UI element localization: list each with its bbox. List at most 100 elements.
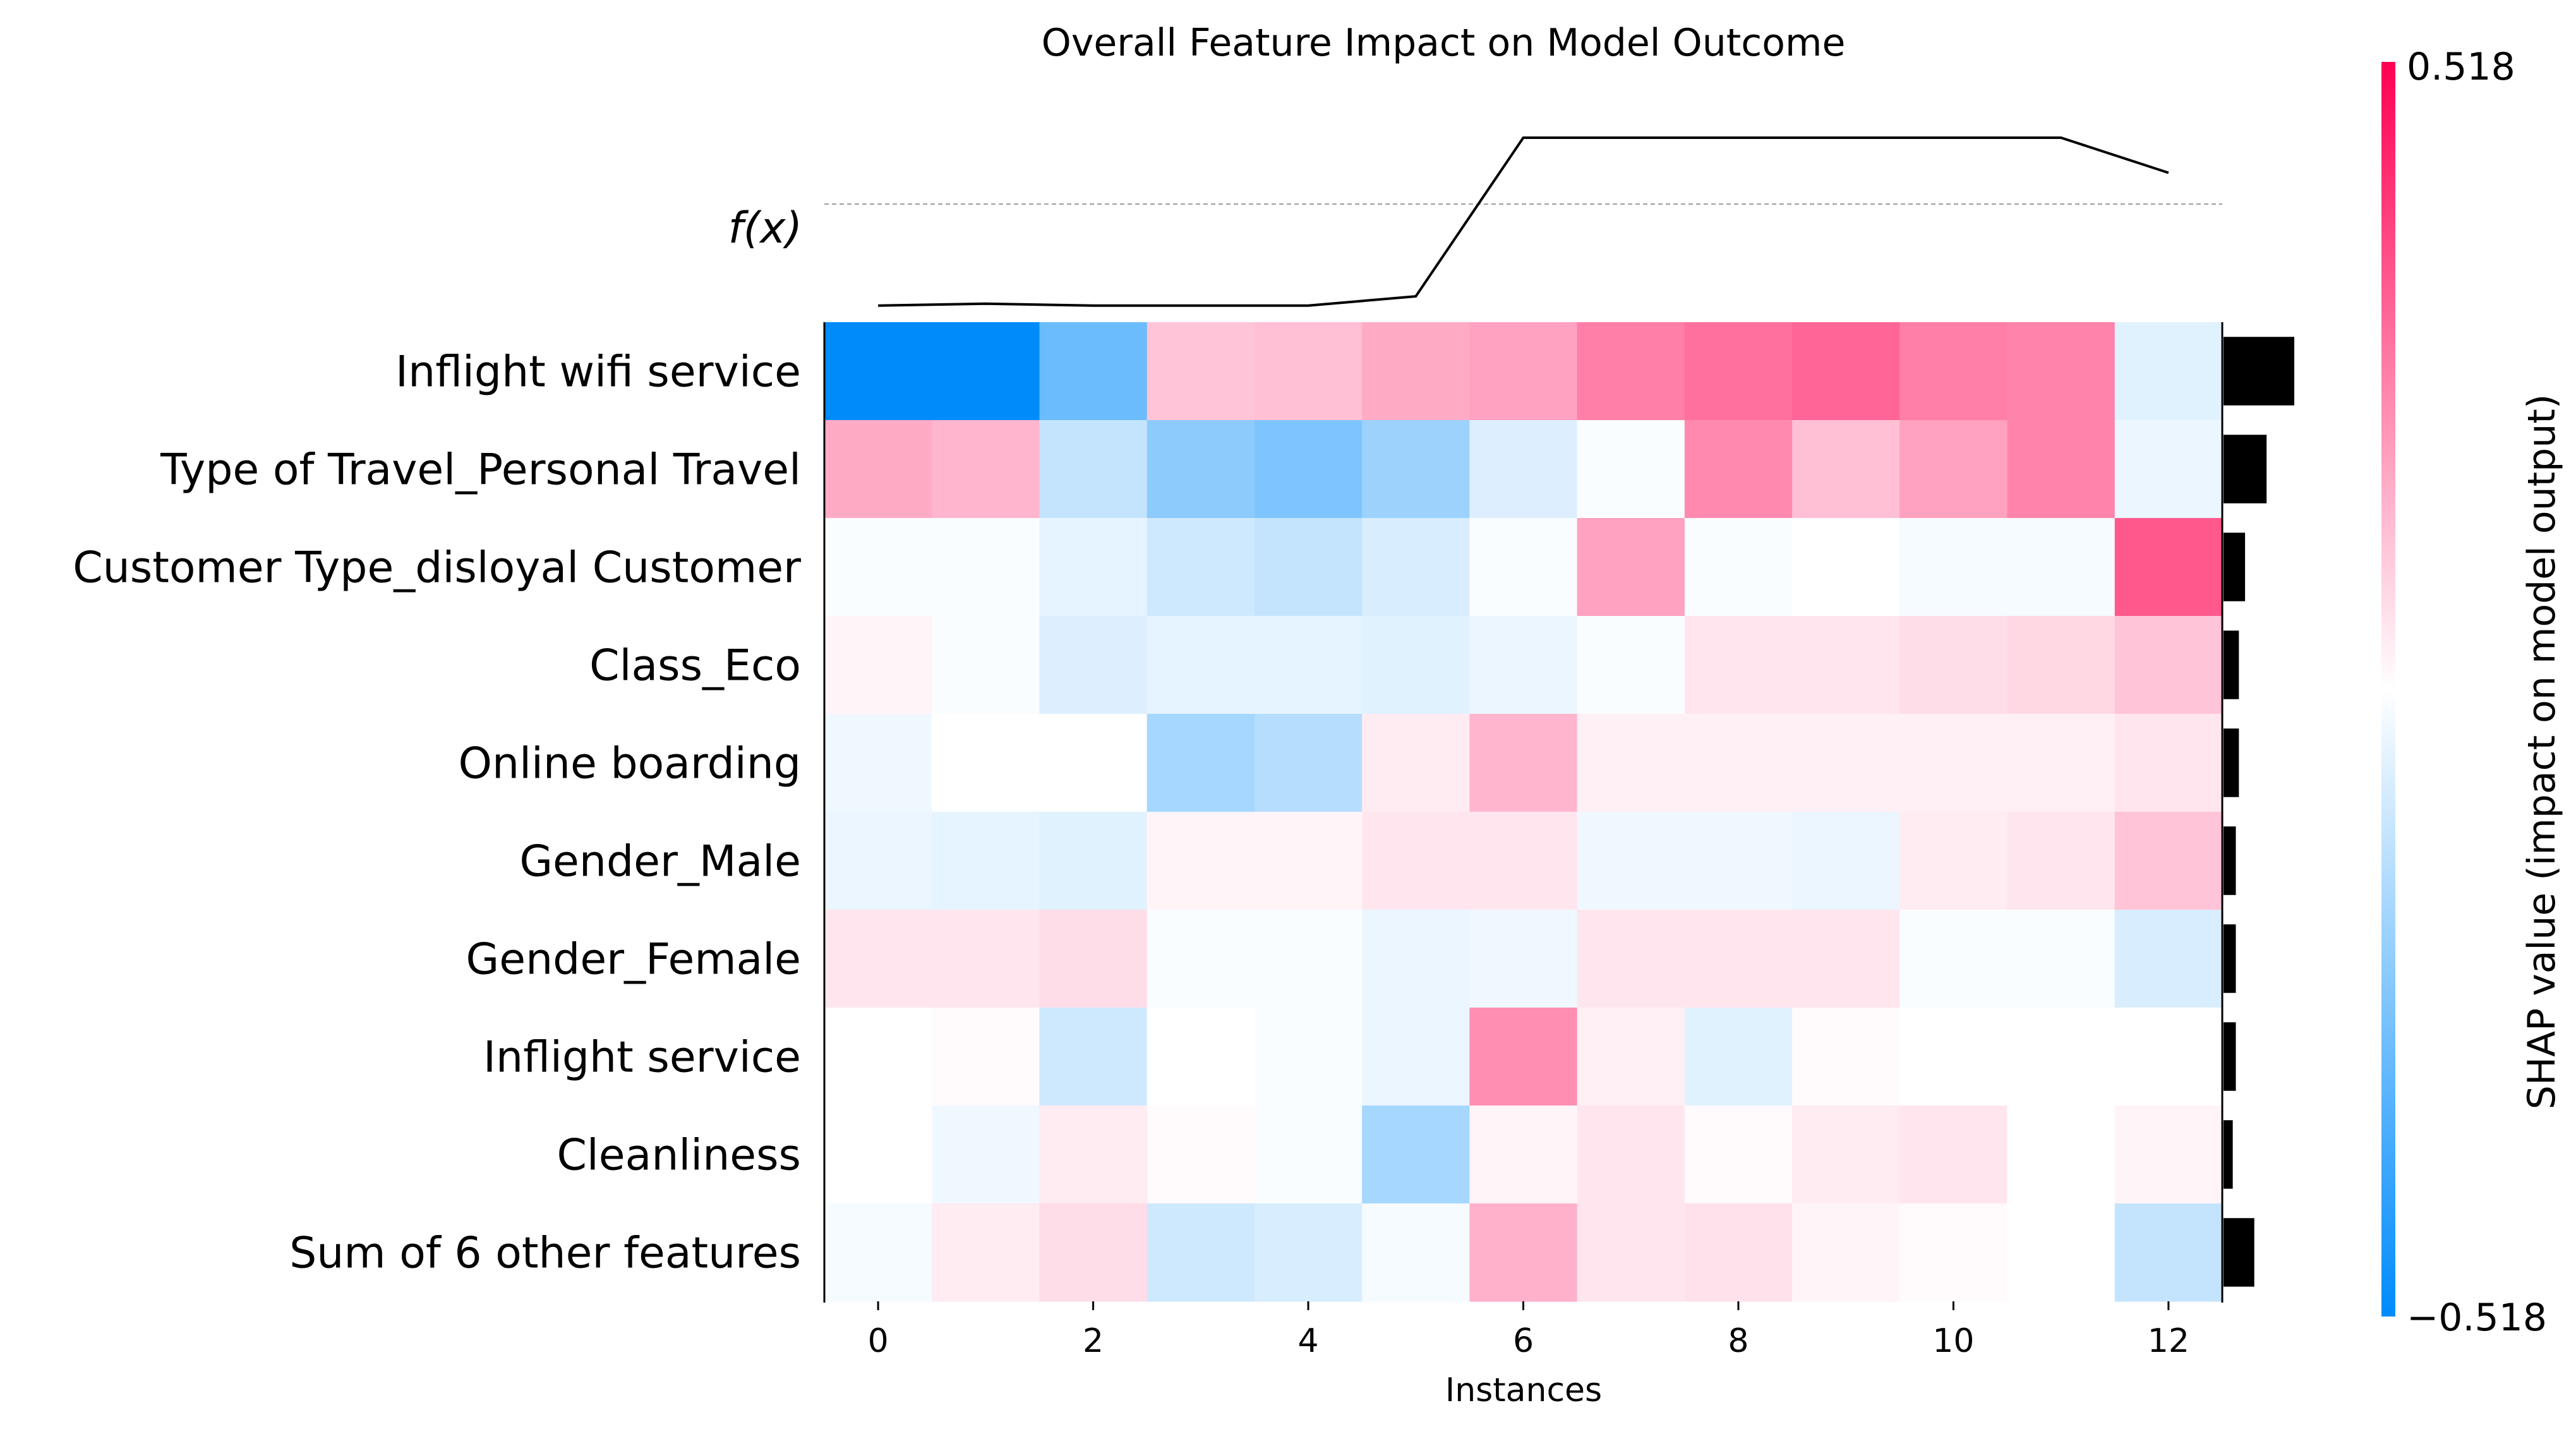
heatmap-cell xyxy=(1792,1106,1900,1204)
heatmap-cell xyxy=(1469,1203,1578,1302)
heatmap-cell xyxy=(1899,714,2008,812)
feature-label: Class_Eco xyxy=(589,641,801,691)
heatmap-cell xyxy=(824,714,932,812)
importance-bar xyxy=(2224,337,2294,406)
importance-bar xyxy=(2224,630,2239,699)
heatmap-cell xyxy=(1469,812,1578,910)
importance-bar xyxy=(2224,1218,2254,1287)
heatmap-cell xyxy=(1684,812,1793,910)
heatmap-cell xyxy=(1899,616,2008,714)
heatmap-cell xyxy=(1684,714,1793,812)
heatmap-cell xyxy=(1684,616,1793,714)
heatmap-cell xyxy=(1469,420,1578,519)
heatmap-cell xyxy=(1362,616,1470,714)
heatmap-cell xyxy=(824,910,932,1008)
heatmap-cell xyxy=(1469,910,1578,1008)
heatmap-cell xyxy=(1792,616,1900,714)
heatmap-cell xyxy=(1792,812,1900,910)
heatmap-cell xyxy=(1362,1106,1470,1204)
heatmap-cell xyxy=(2114,910,2223,1008)
heatmap-cell xyxy=(824,616,932,714)
heatmap-cell xyxy=(1792,518,1900,617)
heatmap-cell xyxy=(1254,812,1363,910)
heatmap-cell xyxy=(1039,910,1148,1008)
importance-bar xyxy=(2224,435,2267,503)
heatmap-cell xyxy=(1577,1106,1685,1204)
heatmap-cell xyxy=(2114,420,2223,519)
x-tick-label: 2 xyxy=(1083,1322,1104,1360)
heatmap-cell xyxy=(1147,518,1255,617)
heatmap-cell xyxy=(1254,910,1363,1008)
feature-labels: Inflight wifi service Type of Travel_Pers… xyxy=(73,347,801,1279)
heatmap-cell xyxy=(1577,1008,1685,1106)
colorbar-label: SHAP value (impact on model output) xyxy=(2520,394,2564,1109)
heatmap-cell xyxy=(1899,322,2008,421)
importance-bars xyxy=(2224,337,2294,1287)
colorbar xyxy=(2381,62,2395,1317)
heatmap-cell xyxy=(1362,420,1470,519)
heatmap-cell xyxy=(1147,616,1255,714)
heatmap-cell xyxy=(1899,910,2008,1008)
heatmap-cell xyxy=(1254,1203,1363,1302)
heatmap-cell xyxy=(1684,910,1793,1008)
heatmap-cell xyxy=(824,1008,932,1106)
heatmap-cell xyxy=(1469,714,1578,812)
feature-label: Cleanliness xyxy=(557,1131,801,1181)
importance-bar xyxy=(2224,728,2239,797)
heatmap-cell xyxy=(1362,1008,1470,1106)
heatmap-cell xyxy=(1792,714,1900,812)
heatmap-cell xyxy=(1362,910,1470,1008)
heatmap-cell xyxy=(1254,616,1363,714)
heatmap-cell xyxy=(932,616,1040,714)
heatmap-cell xyxy=(1362,322,1470,421)
heatmap-cell xyxy=(932,322,1040,421)
heatmap-cell xyxy=(1684,420,1793,519)
heatmap-cell xyxy=(824,420,932,519)
x-tick-label: 6 xyxy=(1513,1322,1534,1360)
x-tick-label: 0 xyxy=(868,1322,889,1360)
heatmap-cell xyxy=(1039,420,1148,519)
heatmap-cell xyxy=(932,1008,1040,1106)
fx-line xyxy=(878,136,2169,307)
heatmap-cell xyxy=(2114,1203,2223,1302)
feature-label: Sum of 6 other features xyxy=(289,1229,801,1279)
heatmap-cell xyxy=(824,1203,932,1302)
heatmap-cell xyxy=(1469,1008,1578,1106)
heatmap-cell xyxy=(1899,420,2008,519)
heatmap-cell xyxy=(1684,1203,1793,1302)
heatmap-cell xyxy=(1039,812,1148,910)
x-tick-label: 4 xyxy=(1297,1322,1318,1360)
heatmap-cell xyxy=(932,812,1040,910)
heatmap-cell xyxy=(1362,1203,1470,1302)
heatmap-cell xyxy=(1147,322,1255,421)
heatmap-cell xyxy=(2007,910,2116,1008)
heatmap-cell xyxy=(1577,812,1685,910)
heatmap-cell xyxy=(1792,1203,1900,1302)
heatmap-cell xyxy=(2114,1008,2223,1106)
heatmap-cell xyxy=(1899,1008,2008,1106)
heatmap-cell xyxy=(2007,518,2116,617)
heatmap-cell xyxy=(2007,1106,2116,1204)
importance-bar xyxy=(2224,826,2236,895)
heatmap-cell xyxy=(932,518,1040,617)
heatmap-cell xyxy=(1899,1203,2008,1302)
heatmap-cell xyxy=(2114,616,2223,714)
heatmap-cell xyxy=(2007,1008,2116,1106)
colorbar-min-label: −0.518 xyxy=(2407,1296,2547,1340)
heatmap-cell xyxy=(1147,420,1255,519)
heatmap-cell xyxy=(1577,616,1685,714)
heatmap-cell xyxy=(1362,812,1470,910)
heatmap-cell xyxy=(1684,1008,1793,1106)
heatmap-cell xyxy=(1254,322,1363,421)
heatmap-cell xyxy=(2007,714,2116,812)
heatmap-cell xyxy=(1254,1106,1363,1204)
heatmap-cell xyxy=(1577,1203,1685,1302)
heatmap-cell xyxy=(1577,420,1685,519)
heatmap-cell xyxy=(1039,1008,1148,1106)
heatmap-cell xyxy=(1792,420,1900,519)
heatmap-cell xyxy=(1899,1106,2008,1204)
heatmap-cell xyxy=(2114,714,2223,812)
heatmap-cell xyxy=(2007,616,2116,714)
heatmap-cell xyxy=(1362,714,1470,812)
